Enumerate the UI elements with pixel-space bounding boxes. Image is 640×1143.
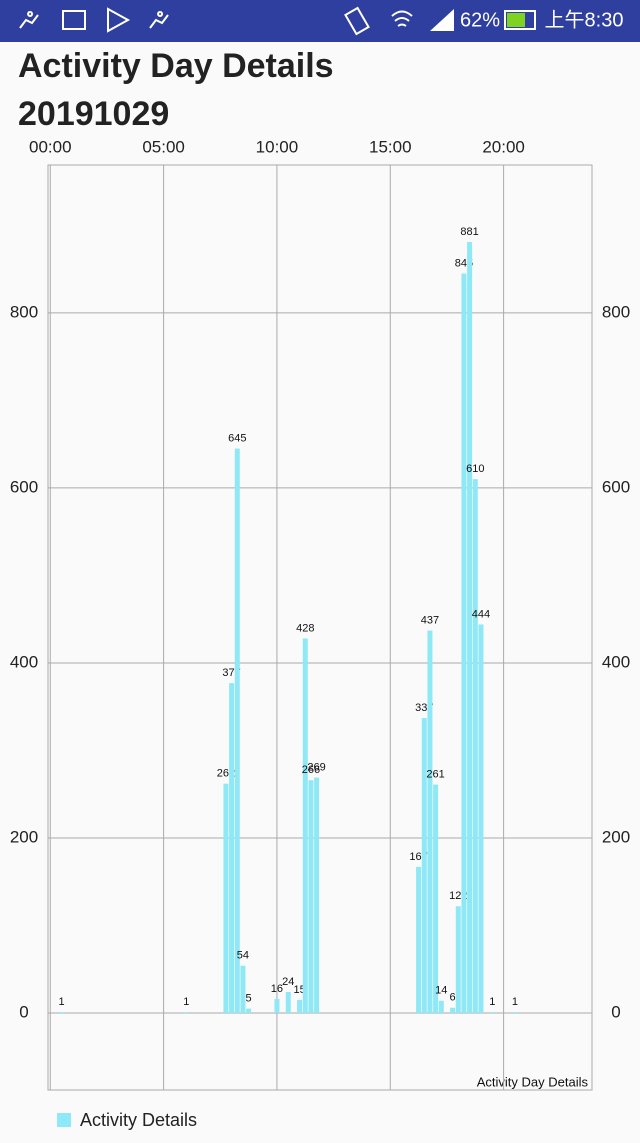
data-label: 54	[237, 950, 249, 962]
y2-tick-label: 800	[602, 302, 630, 321]
vibrate-icon	[344, 6, 370, 36]
play-icon	[107, 7, 131, 33]
data-label: 269	[307, 761, 325, 773]
bar	[438, 1000, 444, 1013]
bar	[183, 1012, 189, 1014]
data-label: 428	[296, 622, 314, 634]
bar	[467, 242, 473, 1013]
x-tick-label: 20:00	[482, 137, 525, 156]
bar	[433, 784, 439, 1013]
bar	[472, 479, 478, 1013]
data-label: 6	[450, 992, 456, 1004]
bar	[234, 448, 240, 1013]
data-label: 5	[246, 993, 252, 1005]
bar	[285, 991, 291, 1013]
battery-icon	[504, 10, 536, 30]
bar	[427, 630, 433, 1013]
wifi-icon	[391, 10, 413, 27]
data-label: 266	[302, 764, 320, 776]
bar	[455, 906, 461, 1013]
signal-icon	[430, 9, 454, 31]
app-icon	[19, 11, 39, 29]
clock: 上午8:30	[545, 8, 624, 31]
bar	[478, 624, 484, 1013]
y-tick-label: 600	[10, 477, 38, 496]
y-tick-label: 0	[19, 1002, 28, 1021]
chart-subtitle: 20191029	[18, 95, 169, 133]
gallery-icon	[62, 10, 86, 30]
bar	[461, 273, 467, 1013]
y2-tick-label: 0	[611, 1002, 620, 1021]
data-label: 1	[183, 996, 189, 1008]
legend-label: Activity Details	[80, 1110, 197, 1130]
bar	[223, 783, 229, 1013]
data-label: 444	[472, 608, 490, 620]
y-tick-label: 800	[10, 302, 38, 321]
data-label: 24	[282, 976, 294, 988]
y2-tick-label: 400	[602, 652, 630, 671]
app-icon	[149, 11, 169, 29]
data-label: 16	[271, 983, 283, 995]
bar	[489, 1012, 495, 1014]
data-label: 437	[421, 614, 439, 626]
y-tick-label: 400	[10, 652, 38, 671]
x-tick-label: 10:00	[256, 137, 299, 156]
bar	[246, 1008, 252, 1013]
data-label: 15	[293, 984, 305, 996]
y2-tick-label: 600	[602, 477, 630, 496]
data-label: 881	[460, 226, 478, 238]
data-label: 1	[512, 996, 518, 1008]
bar	[308, 780, 314, 1013]
data-label: 610	[466, 463, 484, 475]
status-icons	[19, 6, 413, 36]
chart-title: Activity Day Details	[18, 47, 334, 85]
chart-description: Activity Day Details	[477, 1074, 589, 1089]
data-label: 261	[426, 768, 444, 780]
bar	[416, 866, 422, 1013]
bar	[59, 1012, 65, 1014]
x-tick-label: 15:00	[369, 137, 412, 156]
x-tick-label: 00:00	[29, 137, 72, 156]
bar	[274, 998, 280, 1013]
bar	[240, 965, 246, 1013]
plot-frame	[47, 164, 593, 1091]
battery-level	[507, 13, 525, 27]
bar	[421, 718, 427, 1013]
bar	[297, 999, 303, 1013]
bar	[512, 1012, 518, 1014]
bar	[314, 777, 320, 1013]
data-label: 1	[59, 996, 65, 1008]
bar	[450, 1007, 456, 1013]
x-tick-label: 05:00	[142, 137, 185, 156]
data-label: 645	[228, 432, 246, 444]
battery-text: 62%	[460, 9, 500, 31]
data-label: 14	[435, 985, 447, 997]
bar	[302, 638, 308, 1013]
status-bar	[0, 0, 640, 42]
legend-swatch	[57, 1113, 71, 1127]
bar	[229, 683, 235, 1013]
y2-tick-label: 200	[602, 827, 630, 846]
y-tick-label: 200	[10, 827, 38, 846]
data-label: 1	[489, 996, 495, 1008]
